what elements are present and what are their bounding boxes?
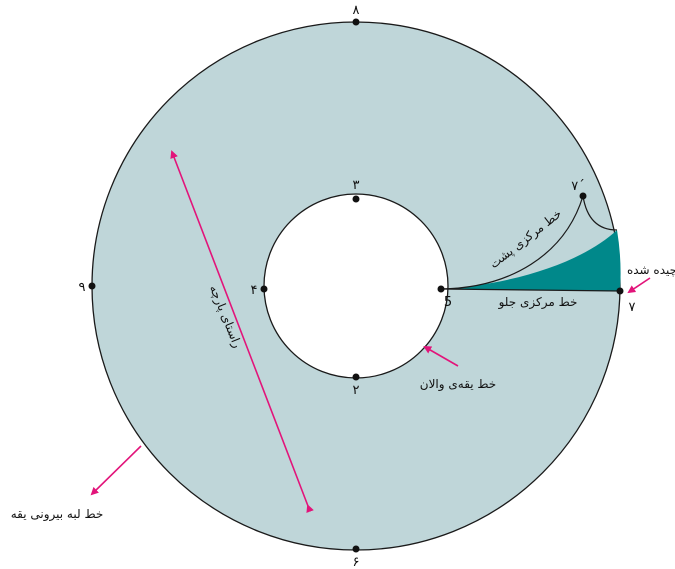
label-7: ۷ xyxy=(629,300,636,315)
point-8 xyxy=(352,18,360,26)
label-3: ۳ xyxy=(353,178,360,193)
label-7-prime: ۷´ xyxy=(571,179,584,194)
point-3 xyxy=(352,195,360,203)
neckline-arrow xyxy=(423,346,459,367)
label-9: ۹ xyxy=(79,280,86,295)
label-4: ۴ xyxy=(251,283,258,298)
outer-edge-arrow xyxy=(90,445,142,496)
front-center-line xyxy=(440,288,621,292)
label-5: 5 xyxy=(444,295,452,310)
point-9 xyxy=(88,282,96,290)
point-7 xyxy=(616,287,624,295)
point-2 xyxy=(352,373,360,381)
back-edge-curve xyxy=(582,195,618,231)
outer-edge-label: خط لبه بیرونی یقه xyxy=(11,507,104,522)
cut-off-region xyxy=(441,230,621,291)
label-2: ۲ xyxy=(353,383,360,398)
grainline-arrow xyxy=(170,150,314,514)
back-center-line xyxy=(440,195,584,290)
label-8: ۸ xyxy=(353,3,360,18)
point-6 xyxy=(352,545,360,553)
front-center-label: خط مرکزی جلو xyxy=(498,295,578,310)
point-7-prime xyxy=(579,192,587,200)
point-4 xyxy=(260,285,268,293)
label-6: ۶ xyxy=(353,555,360,569)
cut-off-label: چیده شده xyxy=(627,263,675,277)
point-5 xyxy=(437,285,445,293)
cut-off-arrow xyxy=(627,277,651,294)
neckline-label: خط یقه‌ی والان xyxy=(420,377,496,392)
